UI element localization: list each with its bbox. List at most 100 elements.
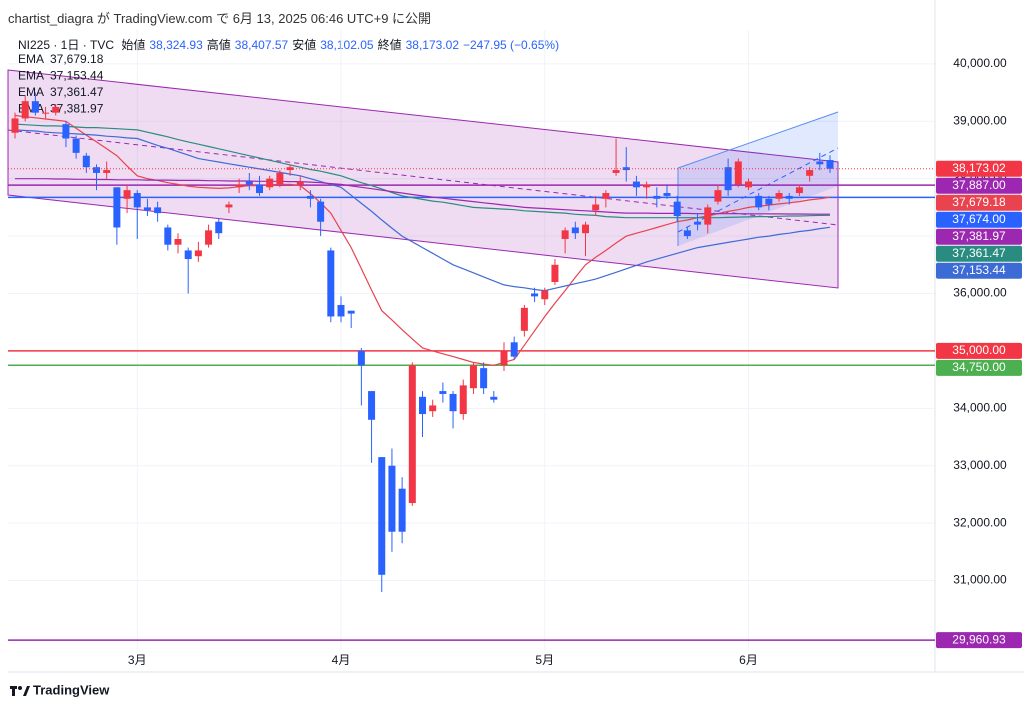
candle-body: [21, 101, 29, 119]
wedge-drawing: [678, 112, 838, 246]
legend-label: 高値: [206, 38, 231, 52]
candle-body: [439, 391, 447, 394]
candle-body: [52, 106, 60, 113]
y-tick-label: 34,000.00: [953, 400, 1007, 414]
candle-body: [724, 167, 732, 191]
candle-body: [663, 193, 671, 196]
legend-value: 38,173.02: [405, 38, 459, 52]
x-tick-label: 4月: [332, 653, 351, 667]
candle-body: [378, 457, 386, 575]
price-badge-label: 37,381.97: [952, 229, 1006, 243]
candle-body: [174, 238, 182, 245]
price-badge: [936, 262, 1022, 279]
x-tick-label: 5月: [535, 653, 554, 667]
y-tick-label: 39,000.00: [953, 113, 1007, 127]
candle-body: [245, 181, 253, 185]
candle-body: [816, 161, 824, 165]
candle-body: [154, 207, 162, 214]
ema-line: [14, 123, 831, 219]
ema-legend-value: 37,679.18: [50, 52, 104, 66]
logo: [10, 686, 30, 696]
price-badge-label: 37,887.00: [952, 178, 1006, 192]
candle-body: [765, 198, 773, 205]
y-tick-label: 36,000.00: [953, 286, 1007, 300]
candle-body: [398, 488, 406, 532]
candle-body: [82, 155, 90, 168]
candle-body: [194, 250, 202, 257]
candle-body: [541, 290, 549, 300]
candle-body: [103, 170, 111, 173]
candle-body: [306, 195, 314, 199]
candle-body: [11, 118, 19, 133]
price-badge: [936, 228, 1022, 245]
dashed-trend: [7, 129, 839, 226]
candle-body: [755, 195, 763, 208]
candle-body: [500, 350, 508, 366]
candle-body: [683, 230, 691, 237]
ema-line: [14, 129, 831, 292]
candle-body: [673, 201, 681, 216]
candle-body: [347, 310, 355, 314]
candle-body: [133, 193, 141, 208]
change: −247.95 (−0.65%): [463, 38, 560, 52]
price-badge: [936, 245, 1022, 262]
candle-body: [93, 167, 100, 173]
ema-line: [15, 178, 830, 215]
candle-body: [225, 204, 233, 208]
candle-body: [408, 365, 416, 504]
legend-label: 安値: [292, 38, 317, 52]
ema-line: [14, 114, 831, 366]
candle-body: [327, 250, 335, 317]
price-badge-label: 37,679.18: [952, 195, 1006, 209]
candle-body: [571, 227, 579, 234]
candle-body: [419, 396, 426, 415]
legend-label: 終値: [377, 38, 402, 52]
candle-body: [653, 195, 661, 199]
x-tick-label: 6月: [739, 653, 758, 667]
price-badge-label: 37,153.44: [952, 263, 1006, 277]
candle-body: [388, 465, 396, 532]
candle-body: [449, 393, 457, 412]
candle-body: [490, 396, 498, 400]
symbol: NI225 · 1日 · TVC: [18, 38, 115, 52]
y-tick-label: 33,000.00: [953, 458, 1007, 472]
legend-value: 38,407.57: [234, 38, 289, 52]
price-badge: [936, 177, 1022, 194]
price-badge-label: 35,000.00: [952, 343, 1006, 357]
price-badge: [936, 632, 1022, 649]
candle-body: [184, 250, 192, 260]
ema-legend-value: 37,361.47: [50, 85, 104, 99]
candle-body: [510, 342, 518, 357]
candle-body: [694, 221, 702, 225]
price-badge: [936, 359, 1022, 376]
candle-body: [429, 405, 437, 412]
candle-body: [582, 224, 589, 234]
candle-body: [745, 181, 752, 188]
ema-legend-name: EMA: [18, 52, 44, 66]
candle-body: [296, 181, 304, 185]
candle-body: [632, 181, 640, 188]
candle-body: [612, 170, 620, 173]
price-badge: [936, 194, 1022, 211]
candle-body: [480, 368, 488, 389]
candle-body: [785, 195, 793, 199]
legend-value: 38,102.05: [320, 38, 374, 52]
x-tick-label: 3月: [128, 653, 147, 667]
candle-body: [276, 172, 284, 185]
ema-legend-name: EMA: [18, 69, 44, 83]
candle-body: [561, 230, 569, 239]
candle-body: [113, 187, 121, 228]
candle-body: [357, 350, 365, 366]
candle-body: [602, 193, 610, 199]
candle-body: [42, 112, 50, 114]
candle-body: [531, 293, 539, 297]
channel-drawing: [7, 69, 839, 289]
candle-body: [775, 193, 783, 199]
ema-legend-value: 37,381.97: [50, 102, 104, 116]
ema-legend-value: 37,153.44: [50, 69, 104, 83]
candle-body: [72, 138, 80, 153]
wedge-edge: [677, 111, 839, 169]
candle-body: [337, 304, 345, 317]
